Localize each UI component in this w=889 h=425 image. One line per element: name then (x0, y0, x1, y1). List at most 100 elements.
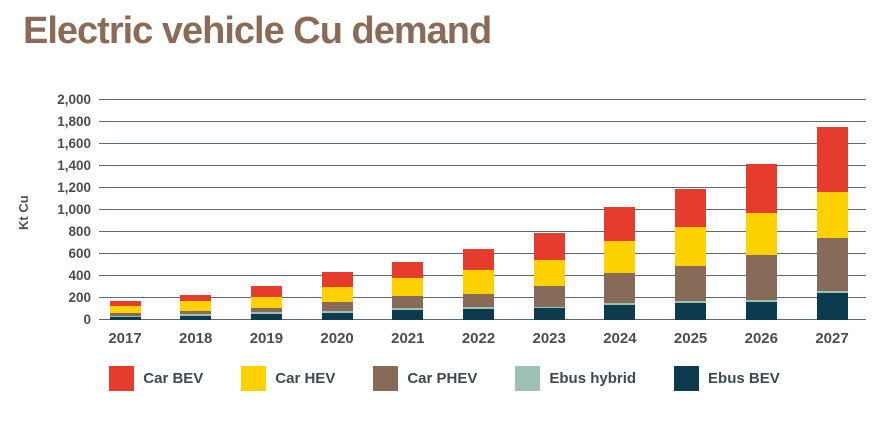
bar-segment-ebus-hybrid (816, 290, 848, 293)
x-label-2017: 2017 (108, 330, 142, 347)
legend-item-car-bev: Car BEV (109, 366, 203, 391)
bar-segment-car-hev (180, 301, 212, 312)
bar-segment-car-phev (816, 238, 848, 291)
bar-segment-ebus-bev (533, 308, 565, 320)
bar-segment-ebus-hybrid (109, 315, 141, 318)
plot-area (99, 99, 866, 321)
y-tick-label: 1,400 (57, 158, 91, 173)
gridline-1800 (99, 121, 866, 123)
y-tick-label: 400 (68, 268, 91, 283)
gridline-1600 (99, 143, 866, 145)
bar-segment-ebus-bev (604, 305, 636, 320)
x-label-2025: 2025 (673, 330, 708, 347)
legend-item-car-hev: Car HEV (241, 366, 335, 391)
bar-segment-ebus-bev (745, 302, 777, 320)
chart-title: Electric vehicle Cu demand (23, 10, 492, 52)
x-label-2027: 2027 (815, 330, 849, 347)
y-tick-label: 2,000 (57, 92, 91, 107)
bar-segment-ebus-bev (816, 292, 848, 320)
x-label-2020: 2020 (320, 330, 354, 347)
bar-segment-car-phev (675, 266, 707, 301)
legend-label: Ebus BEV (708, 370, 780, 387)
bar-segment-car-phev (533, 285, 565, 307)
bar-segment-car-phev (250, 308, 282, 312)
legend-swatch-ebus-hybrid (515, 366, 541, 391)
bar-segment-ebus-hybrid (321, 310, 353, 313)
y-tick-label: 1,000 (57, 202, 91, 217)
y-axis-ticks: 0 200 400 600 800 1,000 1,200 1,400 1,600 1,800 2,… (0, 0, 91, 425)
legend-swatch-car-bev (109, 366, 135, 391)
bar-segment-ebus-hybrid (180, 313, 212, 316)
bar-2022 (463, 249, 494, 320)
bar-segment-ebus-bev (321, 312, 353, 320)
bar-segment-car-hev (533, 259, 565, 286)
bar-segment-ebus-bev (180, 315, 212, 320)
bar-segment-car-bev (675, 189, 707, 228)
bar-2023 (533, 232, 565, 320)
x-label-2019: 2019 (249, 330, 284, 347)
bar-segment-car-hev (604, 240, 636, 273)
bar-segment-car-hev (745, 213, 777, 256)
gridline-1000 (99, 209, 866, 211)
bar-segment-car-bev (392, 261, 424, 278)
bar-segment-car-hev (816, 191, 848, 239)
bar-segment-car-hev (675, 227, 707, 267)
bar-segment-ebus-hybrid (392, 307, 424, 311)
bar-segment-car-phev (463, 293, 494, 307)
bar-segment-car-bev (250, 285, 282, 298)
bar-2025 (675, 189, 707, 320)
bar-segment-car-bev (321, 271, 353, 288)
bar-segment-car-bev (816, 126, 848, 192)
bar-segment-car-hev (392, 277, 424, 297)
bar-segment-ebus-hybrid (745, 300, 777, 303)
legend-label: Car PHEV (407, 370, 478, 387)
bar-2024 (604, 206, 636, 320)
y-tick-label: 800 (68, 224, 91, 239)
bar-2026 (745, 163, 777, 320)
legend-label: Car BEV (143, 370, 204, 387)
bar-segment-ebus-hybrid (604, 302, 636, 306)
bar-segment-car-phev (392, 296, 424, 308)
legend-swatch-car-phev (373, 366, 399, 391)
bar-segment-car-hev (463, 269, 494, 294)
legend-swatch-ebus-bev (674, 366, 700, 391)
bar-segment-ebus-bev (109, 317, 141, 320)
bar-segment-car-bev (463, 249, 494, 270)
legend-item-car-phev: Car PHEV (373, 366, 477, 391)
y-tick-label: 200 (68, 290, 91, 305)
gridline-1400 (99, 165, 866, 167)
bar-segment-car-bev (533, 232, 565, 260)
gridline-800 (99, 231, 866, 233)
legend: Car BEV Car HEV Car PHEV Ebus hybrid Ebus BE… (0, 366, 889, 391)
bar-segment-car-phev (109, 313, 141, 316)
bar-segment-car-hev (250, 297, 282, 309)
bar-segment-ebus-bev (463, 309, 494, 320)
bar-2021 (392, 261, 424, 320)
x-label-2023: 2023 (532, 330, 566, 347)
bar-segment-car-phev (745, 255, 777, 301)
bar-segment-ebus-bev (250, 313, 282, 320)
legend-label: Ebus hybrid (549, 370, 637, 387)
bar-segment-ebus-hybrid (250, 311, 282, 314)
bar-segment-car-hev (321, 287, 353, 302)
bar-segment-car-bev (604, 206, 636, 241)
bar-2018 (180, 294, 212, 320)
bar-segment-car-bev (109, 300, 141, 307)
x-label-2021: 2021 (391, 330, 425, 347)
x-label-2026: 2026 (744, 330, 778, 347)
bar-2019 (250, 285, 282, 320)
bar-segment-ebus-bev (392, 310, 424, 320)
x-label-2018: 2018 (179, 330, 213, 347)
legend-swatch-car-hev (241, 366, 267, 391)
bar-segment-ebus-hybrid (463, 306, 494, 309)
bar-segment-car-phev (604, 272, 636, 303)
bar-segment-car-bev (745, 163, 777, 214)
legend-item-ebus-bev: Ebus BEV (674, 366, 780, 391)
y-tick-label: 600 (68, 246, 91, 261)
gridline-1200 (99, 187, 866, 189)
bar-segment-ebus-hybrid (533, 306, 565, 309)
bar-2017 (109, 300, 141, 320)
y-tick-label: 1,800 (57, 114, 91, 129)
legend-label: Car HEV (275, 370, 336, 387)
